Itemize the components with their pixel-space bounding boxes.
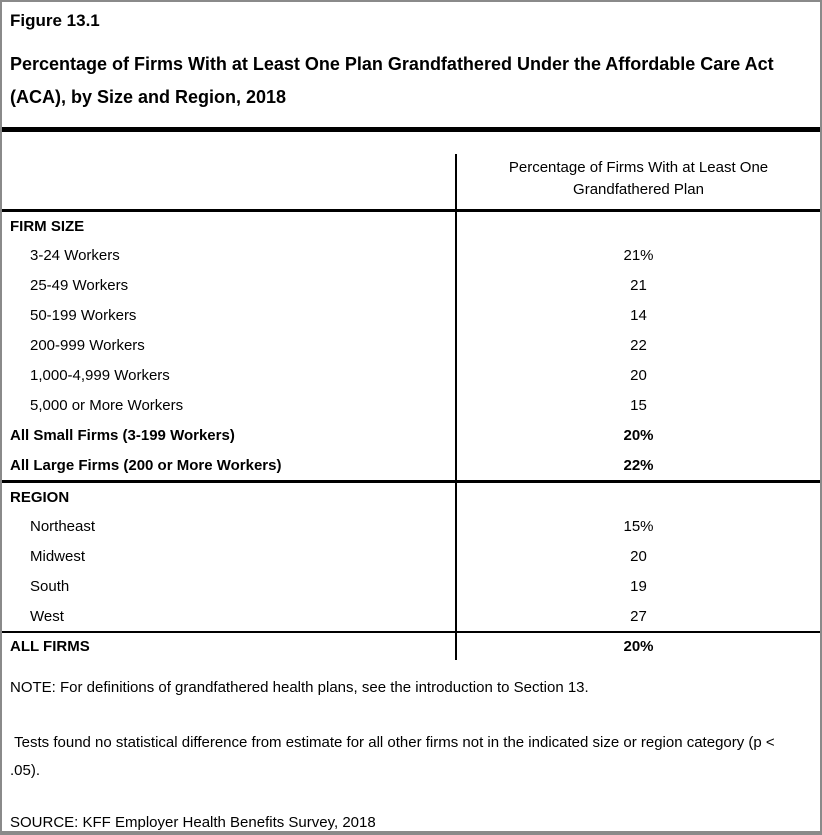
- row-label: 200-999 Workers: [30, 336, 145, 354]
- row-value: 20: [455, 360, 820, 390]
- value-column-header: Percentage of Firms With at Least One Gr…: [455, 154, 820, 209]
- note-statistical-tests: Tests found no statistical difference fr…: [10, 734, 779, 779]
- table-row: 3-24 Workers 21%: [2, 240, 820, 270]
- table-row: Midwest 20: [2, 541, 820, 571]
- section-header-label: FIRM SIZE: [10, 217, 85, 235]
- footnotes: NOTE: For definitions of grandfathered h…: [2, 660, 820, 831]
- row-value: 22%: [455, 450, 820, 480]
- section-header-row: REGION: [2, 483, 820, 511]
- row-label: 50-199 Workers: [30, 306, 137, 324]
- section-region: REGION Northeast 15% Midwest 20 South 19…: [2, 480, 820, 631]
- table-row: 25-49 Workers 21: [2, 270, 820, 300]
- all-firms-total-row: ALL FIRMS 20%: [2, 631, 820, 660]
- row-label: All Small Firms (3-199 Workers): [10, 426, 235, 444]
- data-table: Percentage of Firms With at Least One Gr…: [2, 132, 820, 660]
- note-definitions: NOTE: For definitions of grandfathered h…: [10, 679, 589, 696]
- figure-label: Figure 13.1: [10, 11, 100, 30]
- row-value: 22: [455, 330, 820, 360]
- table-row: 50-199 Workers 14: [2, 300, 820, 330]
- row-value: 20: [455, 541, 820, 571]
- row-label: All Large Firms (200 or More Workers): [10, 456, 282, 474]
- source-line: SOURCE: KFF Employer Health Benefits Sur…: [10, 814, 376, 831]
- row-value: 21%: [455, 240, 820, 270]
- row-value: 19: [455, 571, 820, 601]
- row-value: 14: [455, 300, 820, 330]
- table-row-summary: All Large Firms (200 or More Workers) 22…: [2, 450, 820, 480]
- section-header-row: FIRM SIZE: [2, 212, 820, 240]
- row-label: Northeast: [30, 517, 96, 535]
- row-label: South: [30, 577, 70, 595]
- table-row-summary: All Small Firms (3-199 Workers) 20%: [2, 420, 820, 450]
- table-row: Northeast 15%: [2, 511, 820, 541]
- row-value: 20%: [455, 420, 820, 450]
- total-row-value: 20%: [455, 633, 820, 660]
- figure-title: Percentage of Firms With at Least One Pl…: [10, 54, 774, 107]
- table-row: 5,000 or More Workers 15: [2, 390, 820, 420]
- row-label: 1,000-4,999 Workers: [30, 366, 170, 384]
- row-label: 3-24 Workers: [30, 246, 120, 264]
- row-value: 15: [455, 390, 820, 420]
- row-label: 5,000 or More Workers: [30, 396, 184, 414]
- figure-header: Figure 13.1 Percentage of Firms With at …: [2, 2, 820, 114]
- row-value: 21: [455, 270, 820, 300]
- table-row: 200-999 Workers 22: [2, 330, 820, 360]
- section-header-label: REGION: [10, 488, 70, 506]
- section-header-value-cell: [455, 212, 820, 240]
- table-row: West 27: [2, 601, 820, 631]
- section-firm-size: FIRM SIZE 3-24 Workers 21% 25-49 Workers…: [2, 212, 820, 480]
- total-row-label: ALL FIRMS: [10, 638, 90, 655]
- row-value: 15%: [455, 511, 820, 541]
- row-label: 25-49 Workers: [30, 276, 129, 294]
- table-row: 1,000-4,999 Workers 20: [2, 360, 820, 390]
- row-label: Midwest: [30, 547, 86, 565]
- table-header-row: Percentage of Firms With at Least One Gr…: [2, 132, 820, 212]
- row-label: West: [30, 607, 64, 625]
- table-row: South 19: [2, 571, 820, 601]
- row-value: 27: [455, 601, 820, 631]
- section-header-value-cell: [455, 483, 820, 511]
- title-divider-rule: [2, 127, 820, 132]
